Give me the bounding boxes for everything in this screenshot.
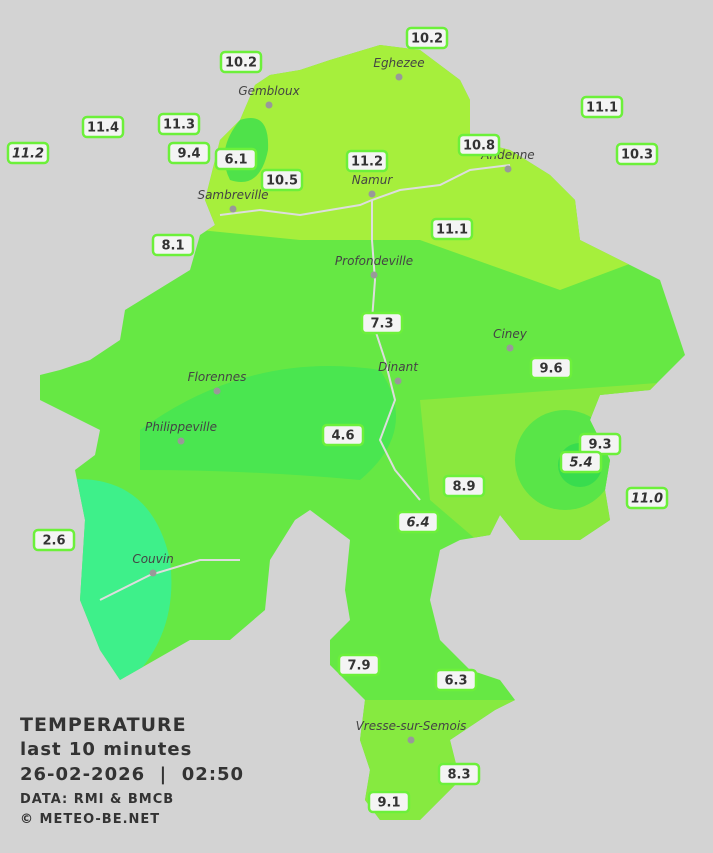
station-value: 9.1 <box>377 796 400 811</box>
town-dot <box>504 165 512 173</box>
town-label: Namur <box>352 173 394 187</box>
town-label: Florennes <box>188 370 247 384</box>
town-label: Couvin <box>132 552 173 566</box>
town-dot <box>394 377 402 385</box>
station-value: 8.3 <box>447 768 470 783</box>
station-box <box>360 311 404 335</box>
station-value: 6.3 <box>444 674 467 689</box>
town-label: Gembloux <box>238 84 300 98</box>
town-label: Eghezee <box>373 56 424 70</box>
town-dot <box>177 437 185 445</box>
station-box <box>214 147 258 171</box>
town-label: Sambreville <box>197 188 268 202</box>
station-box <box>32 528 76 552</box>
station-box <box>167 141 211 165</box>
town-label: Profondeville <box>335 254 413 268</box>
town-dot <box>370 271 378 279</box>
station-value: 9.3 <box>588 438 611 453</box>
town-dot <box>265 101 273 109</box>
station-value: 9.6 <box>539 362 562 377</box>
station-box <box>559 450 603 474</box>
station-value: 11.0 <box>631 492 663 507</box>
station-box <box>529 356 573 380</box>
station-box <box>321 423 365 447</box>
town-dot <box>149 569 157 577</box>
town-label: Philippeville <box>145 420 217 434</box>
station-value: 11.2 <box>351 155 383 170</box>
town-dot <box>407 736 415 744</box>
station-value: 10.2 <box>411 32 443 47</box>
station-value: 6.4 <box>406 516 429 531</box>
town-dot <box>368 190 376 198</box>
station-box <box>580 95 624 119</box>
credit: © METEO-BE.NET <box>20 812 160 827</box>
station-box <box>6 141 50 165</box>
station-box <box>81 115 125 139</box>
station-box <box>367 790 411 814</box>
source: DATA: RMI & BMCB <box>20 792 174 807</box>
station-value: 10.5 <box>266 174 298 189</box>
station-box <box>430 217 474 241</box>
station-value: 11.3 <box>163 118 195 133</box>
station-box <box>396 510 440 534</box>
station-box <box>260 168 304 192</box>
station-value: 10.3 <box>621 148 653 163</box>
town-label: Dinant <box>378 360 419 374</box>
station-box <box>442 474 486 498</box>
station-value: 10.8 <box>463 139 495 154</box>
station-value: 7.9 <box>347 659 370 674</box>
town-label: Ciney <box>493 327 528 341</box>
station-value: 4.6 <box>331 429 354 444</box>
station-box <box>157 112 201 136</box>
station-value: 11.1 <box>586 101 618 116</box>
station-box <box>457 133 501 157</box>
station-value: 2.6 <box>42 534 65 549</box>
station-value: 11.2 <box>12 147 44 162</box>
title: TEMPERATURE <box>20 714 187 736</box>
town-dot <box>229 205 237 213</box>
datetime: 26-02-2026 | 02:50 <box>20 764 244 785</box>
station-value: 9.4 <box>177 147 200 162</box>
station-value: 10.2 <box>225 56 257 71</box>
station-value: 11.1 <box>436 223 468 238</box>
town-dot <box>213 387 221 395</box>
station-box <box>615 142 659 166</box>
station-box <box>437 762 481 786</box>
station-value: 11.4 <box>87 121 119 136</box>
station-box <box>405 26 449 50</box>
station-value: 6.1 <box>224 153 247 168</box>
station-value: 5.4 <box>569 456 592 471</box>
station-value: 7.3 <box>370 317 393 332</box>
station-value: 8.9 <box>452 480 475 495</box>
town-dot <box>395 73 403 81</box>
station-box <box>337 653 381 677</box>
subtitle: last 10 minutes <box>20 739 192 760</box>
station-box <box>151 233 195 257</box>
station-box <box>625 486 669 510</box>
station-box <box>219 50 263 74</box>
town-label: Vresse-sur-Semois <box>356 719 467 733</box>
station-value: 8.1 <box>161 239 184 254</box>
town-dot <box>506 344 514 352</box>
station-box <box>434 668 478 692</box>
station-box <box>345 149 389 173</box>
